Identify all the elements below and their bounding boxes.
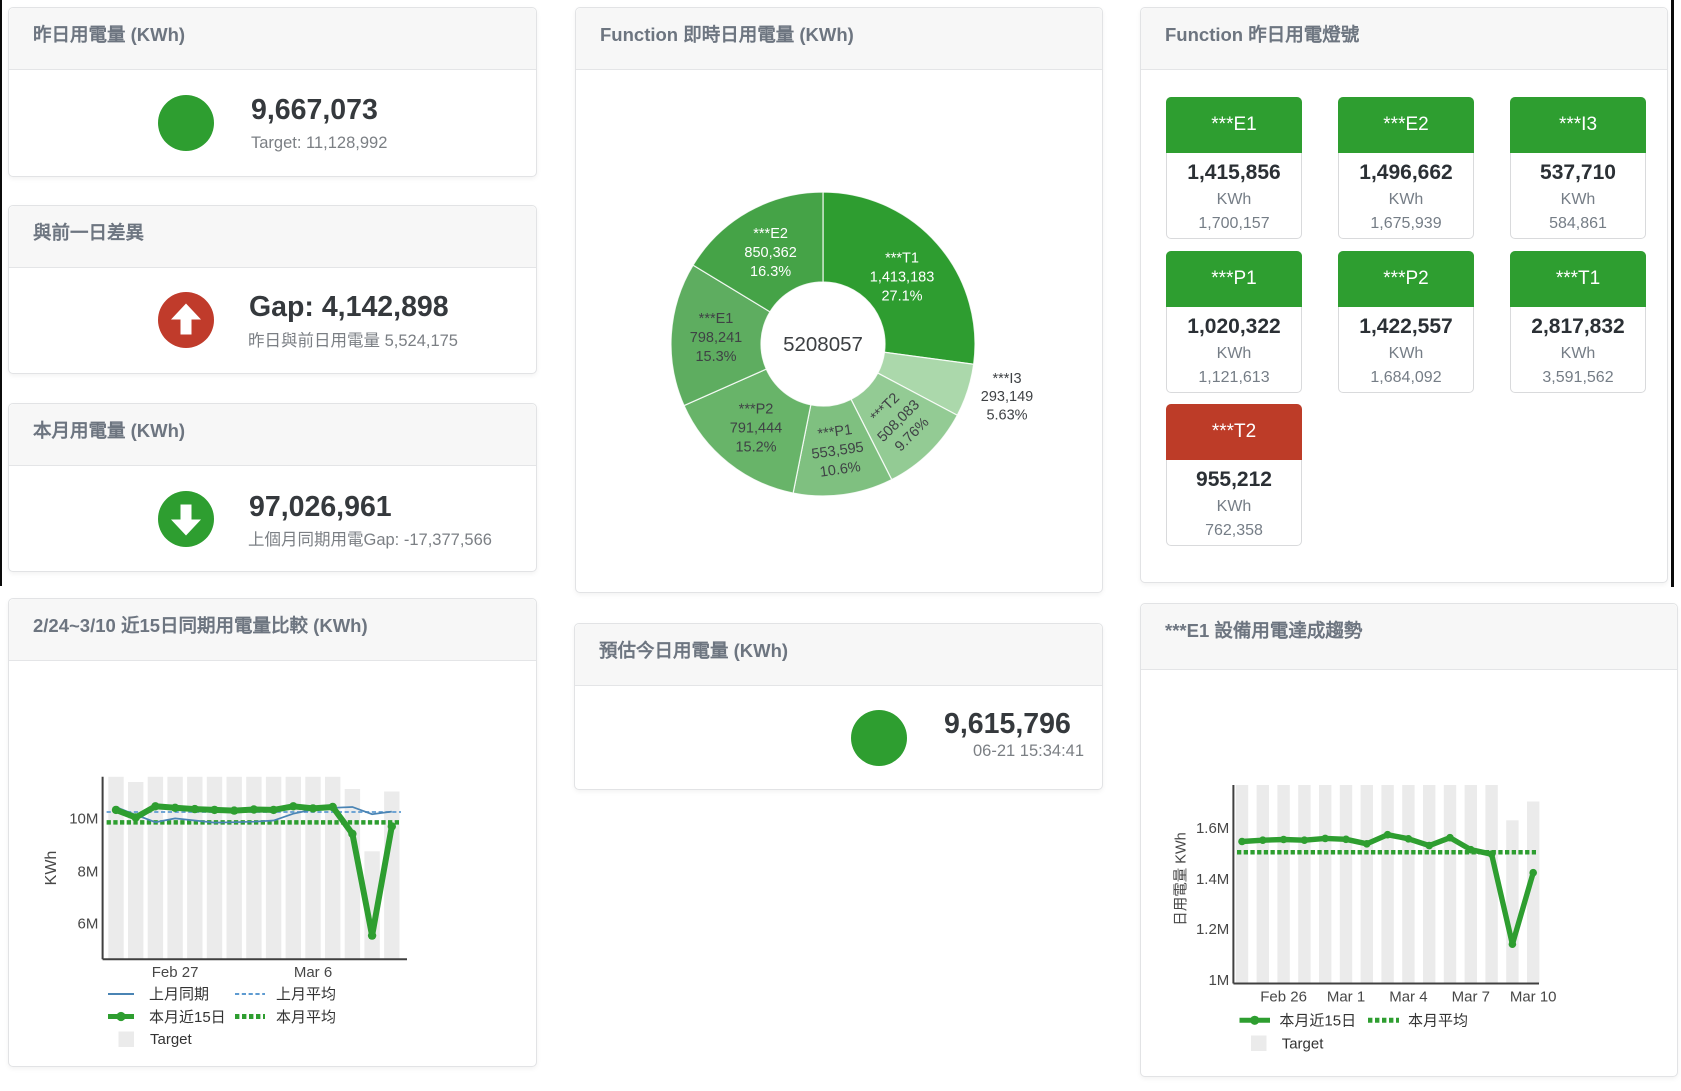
svg-text:本月平均: 本月平均 bbox=[1408, 1013, 1468, 1030]
svg-text:Target: Target bbox=[1282, 1036, 1325, 1053]
svg-text:8M: 8M bbox=[78, 863, 99, 880]
svg-text:日用電量 KWh: 日用電量 KWh bbox=[1174, 832, 1190, 925]
svg-text:KWh: KWh bbox=[43, 851, 60, 886]
svg-text:Feb 27: Feb 27 bbox=[152, 964, 199, 981]
svg-text:5208057: 5208057 bbox=[783, 333, 863, 356]
svg-text:***P1553,59510.6%: ***P1553,59510.6% bbox=[808, 421, 867, 482]
svg-text:1.6M: 1.6M bbox=[1196, 820, 1229, 837]
svg-text:10M: 10M bbox=[69, 811, 98, 828]
svg-text:6M: 6M bbox=[78, 916, 99, 933]
svg-text:上月同期: 上月同期 bbox=[149, 986, 209, 1003]
svg-text:Mar 6: Mar 6 bbox=[294, 964, 332, 981]
svg-text:本月平均: 本月平均 bbox=[276, 1009, 336, 1026]
svg-text:Feb 26: Feb 26 bbox=[1260, 989, 1307, 1006]
svg-text:本月近15日: 本月近15日 bbox=[149, 1009, 226, 1026]
svg-text:Mar 4: Mar 4 bbox=[1389, 989, 1427, 1006]
svg-text:1.4M: 1.4M bbox=[1196, 871, 1229, 888]
svg-text:Mar 7: Mar 7 bbox=[1452, 989, 1490, 1006]
svg-text:Mar 10: Mar 10 bbox=[1510, 989, 1557, 1006]
svg-text:1M: 1M bbox=[1208, 972, 1229, 989]
svg-text:上月平均: 上月平均 bbox=[276, 986, 336, 1003]
svg-text:Target: Target bbox=[150, 1031, 193, 1048]
svg-text:本月近15日: 本月近15日 bbox=[1279, 1013, 1356, 1030]
svg-text:Mar 1: Mar 1 bbox=[1327, 989, 1365, 1006]
svg-text:1.2M: 1.2M bbox=[1196, 921, 1229, 938]
